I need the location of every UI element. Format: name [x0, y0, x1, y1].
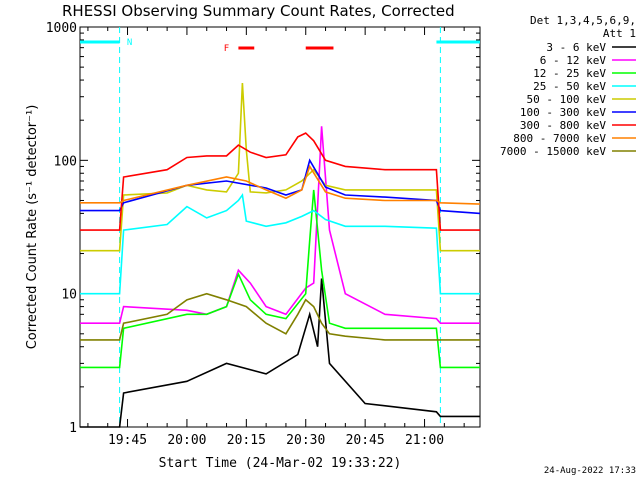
detector-info: Det 1,3,4,5,6,9, Att 1: [508, 14, 636, 40]
y-tick-label: 1: [69, 421, 77, 436]
generation-date: 24-Aug-2022 17:33: [543, 466, 636, 476]
y-tick-label: 1000: [46, 21, 77, 36]
axes-layer: 1 10 100 1000 19:45 20:00 20:15 20:30 20:45 21:00: [46, 21, 480, 448]
plot-frame: [79, 26, 481, 428]
series-line: [80, 132, 480, 231]
series-line: [80, 292, 480, 341]
legend-label: 7000 - 15000 keV: [500, 145, 606, 158]
series-layer: [80, 82, 481, 428]
x-tick-label: 20:00: [167, 433, 206, 448]
flag-label: N: [127, 38, 132, 48]
y-tick-label: 100: [54, 154, 77, 169]
x-tick-label: 20:15: [227, 433, 266, 448]
y-tick-label: 10: [61, 288, 77, 303]
flag-label: F: [224, 44, 229, 54]
series-line: [80, 82, 480, 252]
legend-label: 100 - 300 keV: [520, 106, 606, 119]
x-tick-label: 20:45: [346, 433, 385, 448]
legend-label: 25 - 50 keV: [533, 80, 606, 93]
x-axis-label: Start Time (24-Mar-02 19:33:22): [159, 456, 402, 471]
legend-label: 3 - 6 keV: [546, 41, 606, 54]
y-axis-label: Corrected Count Rate (s⁻¹ detector⁻¹): [25, 105, 40, 350]
legend-label: 12 - 25 keV: [533, 67, 606, 80]
series-line: [80, 158, 481, 215]
x-tick-label: 20:30: [286, 433, 325, 448]
series-line: [80, 164, 481, 205]
legend-label: 800 - 7000 keV: [513, 132, 606, 145]
series-line: [80, 192, 480, 295]
legend-label: 300 - 800 keV: [520, 119, 606, 132]
x-tick-label: 21:00: [405, 433, 444, 448]
series-line: [80, 126, 480, 325]
legend-label: 6 - 12 keV: [540, 54, 607, 67]
series-line: [80, 189, 480, 369]
detector-list: Det 1,3,4,5,6,9,: [530, 14, 636, 27]
x-tick-label: 19:45: [108, 433, 147, 448]
chart-title: RHESSI Observing Summary Count Rates, Co…: [62, 2, 455, 20]
attenuator-state: Att 1: [602, 27, 636, 40]
legend-label: 50 - 100 keV: [527, 93, 607, 106]
series-line: [80, 278, 480, 428]
